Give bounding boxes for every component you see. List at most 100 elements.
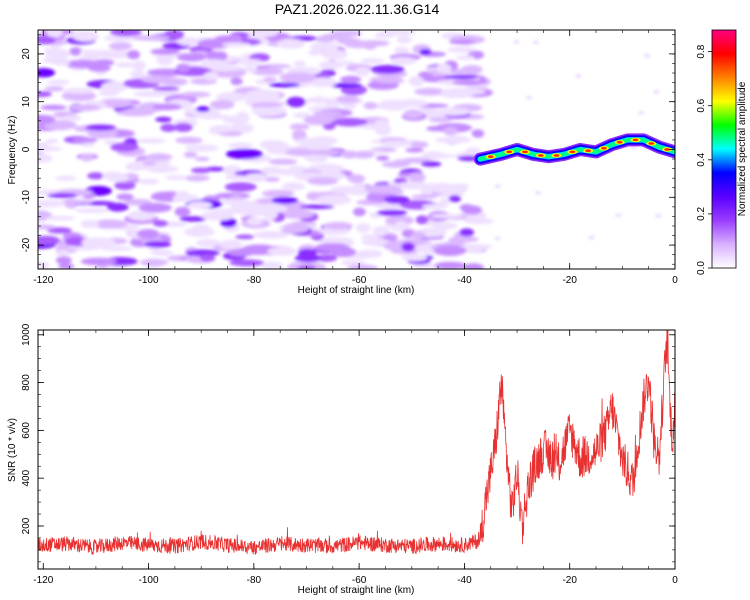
noise-blob [320,33,350,40]
noise-blob [235,111,250,122]
noise-blob [38,224,55,230]
noise-blob [115,62,135,68]
colorbar-tick-label: 0.0 [696,261,707,275]
noise-blob [201,59,228,69]
noise-blob [307,177,339,186]
noise-blob [430,213,462,219]
noise-blob [110,30,142,37]
noise-blob [93,59,115,67]
noise-blob [85,124,117,131]
noise-blob [285,148,315,157]
noise-blob [190,167,212,174]
noise-blob [392,159,412,166]
signal-hotspot-red [616,140,623,144]
noise-blob [38,261,50,268]
noise-blob [91,219,128,229]
noise-blob [347,264,378,269]
x-tick-label: -120 [33,275,53,286]
noise-blob [408,76,424,87]
noise-blob [294,254,322,263]
noise-blob [271,196,299,204]
noise-blob [80,219,100,229]
noise-blob [351,150,375,159]
noise-blob [220,217,237,228]
noise-blob [38,142,51,147]
noise-blob [136,229,160,240]
x-tick-label: -40 [457,575,472,586]
colorbar-tick-label: 0.6 [696,98,707,112]
noise-blob [152,103,182,111]
spectrogram-signal-track [473,133,675,166]
signal-track-band [478,138,675,161]
noise-blob [38,115,56,125]
noise-blob [397,181,429,190]
snr-panel: -120 -100 -80 -60 -40 -20 0 200 400 600 800 1000 H… [7,323,678,596]
noise-blob [383,195,410,204]
noise-blob [172,196,191,202]
noise-blob [87,128,118,139]
noise-blob [358,124,392,130]
noise-blob [38,146,63,152]
snr-y-ticks: 200 400 600 800 1000 [21,323,675,563]
signal-hotspot-red [506,150,513,154]
y-tick-label: -20 [21,237,32,252]
noise-blob [38,235,61,246]
noise-blob [235,234,255,240]
noise-blob [139,258,169,266]
noise-blob [410,141,429,148]
noise-blob [101,171,125,181]
noise-speck [588,236,595,240]
noise-blob [323,222,354,230]
noise-blob [287,165,308,173]
noise-blob [180,91,211,98]
noise-blob [224,174,247,181]
noise-speck [575,74,582,78]
noise-blob [114,181,136,190]
noise-blob [433,245,467,256]
noise-blob [410,231,426,239]
signal-hotspot-red [537,154,544,157]
noise-blob [200,211,235,221]
noise-blob [329,83,362,88]
noise-blob [133,35,171,41]
colorbar-gradient [711,29,737,269]
noise-speck [532,40,539,44]
noise-blob [420,186,433,197]
noise-blob [343,104,356,110]
noise-blob [432,222,458,230]
noise-blob [47,227,72,234]
snr-x-label: Height of straight line (km) [298,585,415,596]
signal-hotspot-red [648,142,655,145]
noise-blob [221,42,251,47]
noise-blob [341,150,358,159]
noise-blob [224,182,257,192]
noise-blob [363,102,378,110]
noise-blob [449,39,476,45]
x-tick-label: -20 [562,575,577,586]
noise-blob [60,199,93,205]
noise-blob [225,148,264,160]
noise-blob [47,193,78,198]
noise-blob [340,75,362,84]
signal-hotspot-red [600,146,607,150]
noise-blob [101,82,123,90]
noise-blob [127,210,156,221]
noise-blob [179,216,207,222]
noise-blob [106,202,129,212]
y-tick-label: 600 [21,422,32,439]
noise-blob [44,86,64,92]
noise-blob [263,77,278,82]
noise-blob [376,79,405,84]
colorbar-label: Normalized spectral amplitude [737,81,748,216]
noise-blob [281,182,305,191]
x-tick-label: -20 [562,275,577,286]
noise-blob [138,178,160,185]
noise-blob [408,172,426,183]
noise-blob [420,153,457,159]
snr-y-label: SNR (10 * v/v) [7,418,18,482]
noise-blob [141,75,177,84]
noise-blob [294,137,328,145]
noise-blob [129,70,145,77]
noise-blob [161,221,188,228]
